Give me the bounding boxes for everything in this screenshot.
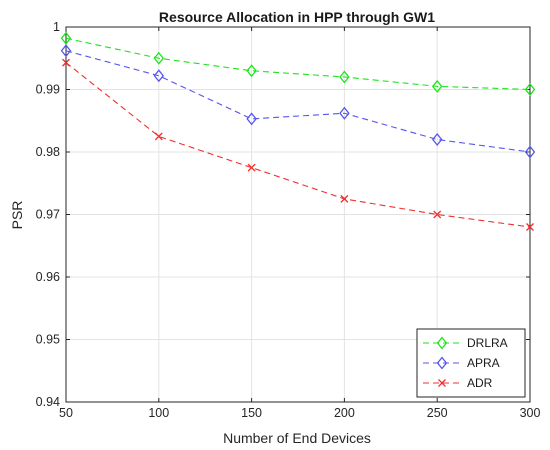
- data-point-drlra: [431, 79, 443, 93]
- data-point-apra: [153, 69, 165, 83]
- x-tick-label: 250: [427, 406, 448, 420]
- y-tick-label: 0.94: [36, 395, 60, 409]
- x-tick-label: 200: [334, 406, 355, 420]
- y-tick-label: 0.99: [36, 83, 60, 97]
- data-point-adr: [247, 163, 256, 172]
- y-axis-label: PSR: [9, 201, 25, 230]
- data-point-drlra: [339, 70, 350, 84]
- x-tick-label: 300: [520, 406, 541, 420]
- y-tick-label: 0.97: [36, 208, 60, 222]
- series-line-adr: [65, 62, 531, 228]
- legend-label-adr: ADR: [467, 376, 493, 390]
- data-point-drlra: [524, 82, 536, 97]
- series-adr: [62, 58, 534, 231]
- data-point-apra: [246, 112, 257, 126]
- series-line-drlra: [65, 37, 531, 91]
- legend-label-drlra: DRLRA: [467, 336, 508, 350]
- legend-item-apra: APRA: [423, 356, 500, 370]
- data-point-apra: [431, 132, 443, 147]
- data-point-drlra: [153, 51, 165, 65]
- data-point-adr: [433, 210, 442, 219]
- legend-marker-adr: [438, 379, 446, 387]
- x-tick-label: 50: [59, 406, 73, 420]
- legend-label-apra: APRA: [467, 356, 500, 370]
- data-point-apra: [339, 106, 350, 120]
- series-line-apra: [65, 50, 531, 153]
- data-point-adr: [154, 132, 163, 141]
- data-point-adr: [526, 223, 534, 231]
- series-apra: [60, 44, 536, 159]
- axis-ticks: 50 100 150 200 250 300 0.94 0.95 0.96 0.97 0.98 0.9…: [36, 20, 541, 420]
- data-point-drlra: [60, 31, 72, 45]
- y-tick-label: 0.98: [36, 145, 60, 159]
- legend: DRLRA APRA ADR: [416, 328, 526, 398]
- y-tick-label: 0.95: [36, 333, 60, 347]
- chart-title: Resource Allocation in HPP through GW1: [159, 9, 435, 25]
- gridlines: [65, 26, 531, 403]
- x-tick-label: 100: [148, 406, 169, 420]
- data-point-adr: [340, 194, 349, 203]
- legend-item-drlra: DRLRA: [423, 336, 508, 350]
- x-tick-label: 150: [241, 406, 262, 420]
- legend-item-adr: ADR: [423, 376, 493, 390]
- series-drlra: [60, 31, 536, 97]
- x-axis-label: Number of End Devices: [223, 430, 371, 446]
- y-tick-label: 1: [53, 20, 60, 34]
- data-point-adr: [62, 58, 70, 67]
- data-point-apra: [60, 44, 72, 58]
- legend-marker-drlra: [436, 336, 448, 350]
- data-point-drlra: [246, 64, 257, 78]
- legend-marker-apra: [436, 356, 448, 370]
- y-tick-label: 0.96: [36, 270, 60, 284]
- data-point-apra: [524, 145, 536, 159]
